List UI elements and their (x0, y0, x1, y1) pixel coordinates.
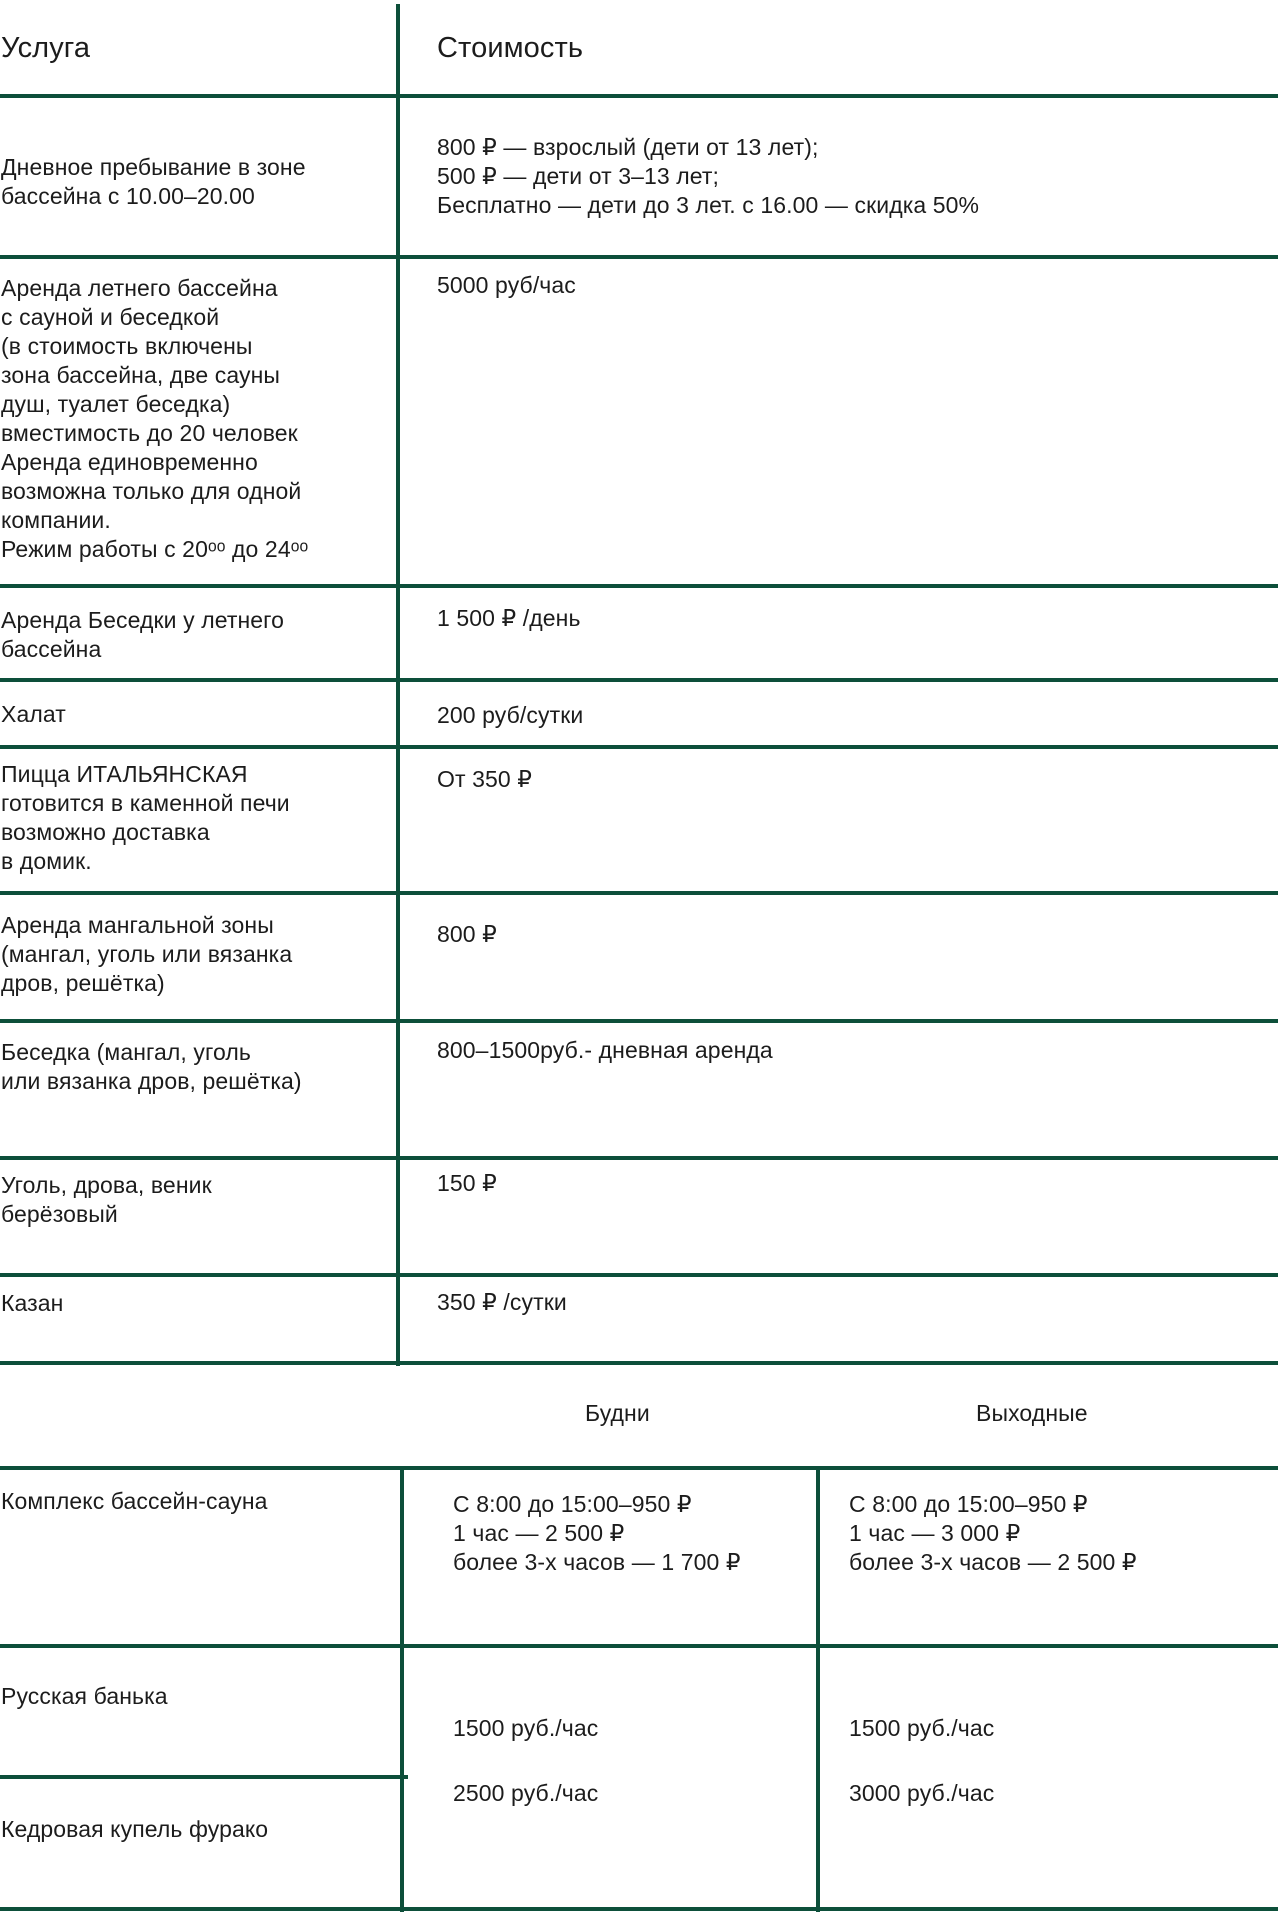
weekend-price: С 8:00 до 15:00–950 ₽ 1 час — 3 000 ₽ бо… (849, 1491, 1137, 1575)
column-header-price: Стоимость (437, 32, 584, 64)
service-name: Аренда Беседки у летнего бассейна (1, 607, 285, 662)
service-name: Русская банька (1, 1683, 168, 1709)
weekend-price: 3000 руб./час (849, 1780, 995, 1806)
table1-row-divider (0, 584, 1278, 588)
service-price: 800–1500руб.- дневная аренда (437, 1037, 773, 1063)
table1-row-divider (0, 94, 1278, 98)
table1-row-divider (0, 1156, 1278, 1160)
table1-row-divider (0, 745, 1278, 749)
service-price: От 350 ₽ (437, 766, 533, 792)
table1-row-divider (0, 891, 1278, 895)
service-name: Халат (1, 701, 66, 727)
column-header-weekdays: Будни (585, 1400, 650, 1426)
service-name: Аренда летнего бассейна с сауной и бесед… (1, 275, 309, 562)
service-name: Аренда мангальной зоны (мангал, уголь ил… (1, 912, 293, 996)
weekday-price: 1500 руб./час (453, 1715, 599, 1741)
weekend-price: 1500 руб./час (849, 1715, 995, 1741)
service-name: Уголь, дрова, веник берёзовый (1, 1172, 212, 1227)
table1-row-divider (0, 678, 1278, 682)
table1-column-divider (396, 4, 400, 1366)
weekday-price: 2500 руб./час (453, 1780, 599, 1806)
service-name: Кедровая купель фурако (1, 1816, 269, 1842)
service-name: Дневное пребывание в зоне бассейна с 10.… (1, 154, 306, 209)
service-price: 150 ₽ (437, 1170, 497, 1196)
table2-column-divider (400, 1466, 404, 1912)
table1-row-divider (0, 1361, 1278, 1365)
service-price: 350 ₽ /сутки (437, 1289, 567, 1315)
weekday-price: С 8:00 до 15:00–950 ₽ 1 час — 2 500 ₽ бо… (453, 1491, 741, 1575)
column-header-service: Услуга (1, 32, 91, 64)
service-price: 800 ₽ (437, 921, 497, 947)
service-name: Пицца ИТАЛЬЯНСКАЯ готовится в каменной п… (1, 761, 290, 874)
service-name: Комплекс бассейн-сауна (1, 1488, 268, 1514)
table1-row-divider (0, 1273, 1278, 1277)
table2-row-divider (0, 1775, 408, 1779)
service-name: Казан (1, 1290, 64, 1316)
service-price: 800 ₽ — взрослый (дети от 13 лет); 500 ₽… (437, 134, 980, 218)
table2-row-divider (0, 1907, 1278, 1911)
table2-column-divider (816, 1466, 820, 1912)
service-name: Беседка (мангал, уголь или вязанка дров,… (1, 1039, 302, 1094)
table1-row-divider (0, 1019, 1278, 1023)
table2-row-divider (0, 1644, 1278, 1648)
table2-row-divider (0, 1466, 1278, 1470)
service-price: 1 500 ₽ /день (437, 605, 581, 631)
table1-row-divider (0, 255, 1278, 259)
column-header-weekend: Выходные (976, 1400, 1088, 1426)
service-price: 200 руб/сутки (437, 702, 584, 728)
service-price: 5000 руб/час (437, 272, 576, 298)
